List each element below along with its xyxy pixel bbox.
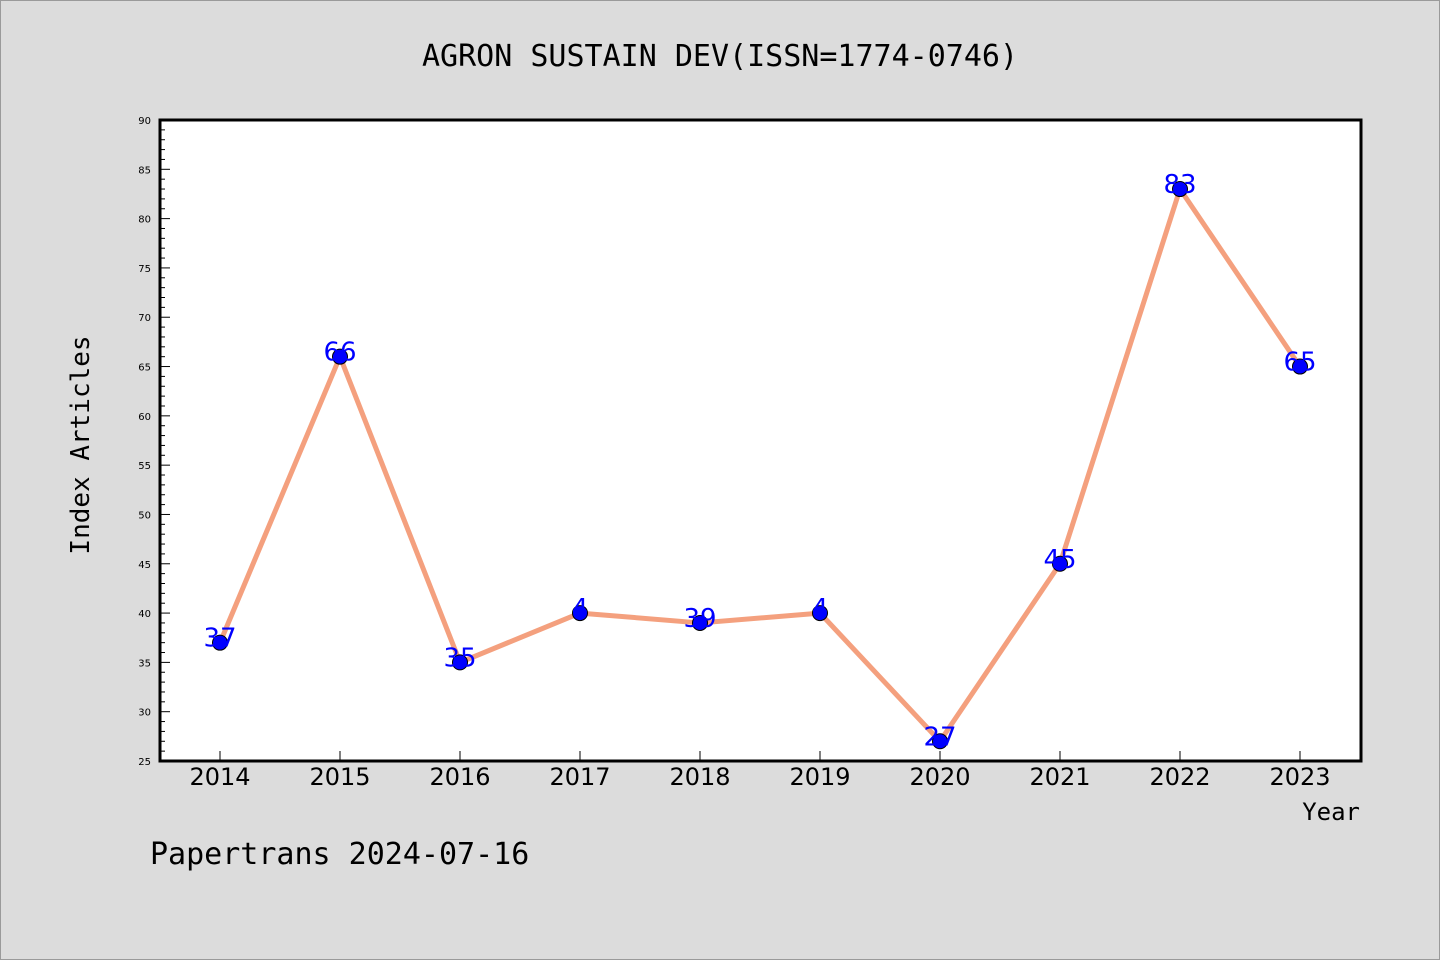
data-label: 37 [203,624,236,654]
data-label: 35 [443,643,476,673]
data-point [452,654,468,671]
data-markers [212,181,1308,750]
data-label: 4 [572,594,589,624]
y-tick-label: 40 [138,609,151,620]
y-tick-label: 55 [138,461,151,472]
y-axis-label: Index Articles [66,335,96,554]
data-label: 45 [1043,545,1076,575]
x-tick-label: 2018 [669,763,730,791]
x-tick-label: 2014 [189,763,250,791]
y-tick-label: 35 [138,658,151,669]
data-labels: 37 66 35 4 39 4 27 45 83 65 [203,170,1316,752]
y-tick-label: 30 [138,708,151,719]
data-label: 4 [812,594,829,624]
x-tick-label: 2016 [429,763,490,791]
x-tick-label: 2021 [1029,763,1090,791]
y-tick-label: 75 [138,264,151,275]
x-tick-label: 2020 [909,763,970,791]
plot-border [158,118,1363,763]
data-point [212,634,228,651]
chart-title: AGRON SUSTAIN DEV(ISSN=1774-0746) [422,39,1018,74]
y-tick-label: 65 [138,363,151,374]
series-line-group [217,186,1303,744]
y-tick-label: 90 [138,116,151,127]
x-axis: 2014 2015 2016 2017 2018 2019 2020 2021 2022 2023 [189,751,1331,791]
x-tick-label: 2015 [309,763,370,791]
footer-credit: Papertrans 2024-07-16 [150,837,529,872]
y-tick-label: 85 [138,165,151,176]
data-point [812,605,828,622]
data-label: 27 [923,722,956,752]
y-tick-label: 50 [138,510,151,521]
data-point [1052,555,1068,572]
y-tick-label: 45 [138,560,151,571]
x-tick-label: 2019 [789,763,850,791]
data-point [332,348,348,365]
data-point [932,733,948,750]
data-label: 65 [1283,348,1316,378]
data-point [572,605,588,622]
plot-area [160,120,1361,761]
x-tick-label: 2023 [1269,763,1330,791]
x-axis-label: Year [1302,798,1360,826]
x-tick-label: 2022 [1149,763,1210,791]
data-label: 83 [1163,170,1196,200]
y-tick-label: 70 [138,313,151,324]
y-tick-label: 80 [138,215,151,226]
data-label: 66 [323,338,356,368]
series-line [217,186,1303,744]
data-point [1172,181,1188,198]
data-point [1292,358,1308,375]
y-tick-label: 25 [138,757,151,768]
data-label: 39 [683,604,716,634]
x-tick-label: 2017 [549,763,610,791]
data-point [692,614,708,631]
y-tick-label: 60 [138,412,151,423]
